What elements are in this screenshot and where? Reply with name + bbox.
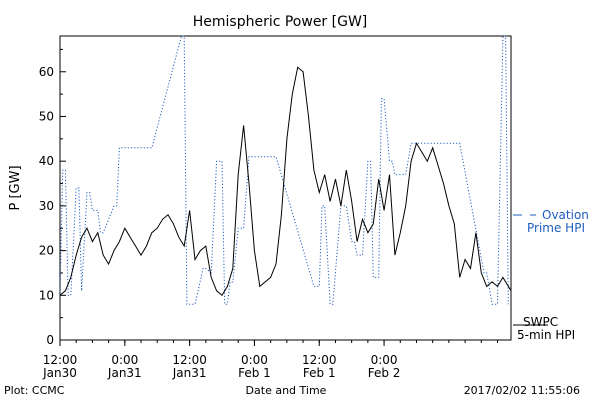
- x-tick-label-time: 12:00: [43, 353, 78, 367]
- legend-ovation-label-line1: Ovation: [542, 208, 589, 222]
- x-tick-label-date: Feb 1: [303, 366, 336, 380]
- x-tick-label-date: Jan31: [172, 366, 207, 380]
- plot-credit: Plot: CCMC: [4, 384, 65, 397]
- x-tick-label-date: Feb 2: [368, 366, 401, 380]
- plot-timestamp: 2017/02/02 11:55:06: [464, 384, 580, 397]
- x-tick-label-time: 0:00: [111, 353, 138, 367]
- x-tick-label-date: Jan30: [42, 366, 77, 380]
- y-tick-label: 0: [46, 333, 54, 347]
- x-tick-label-time: 0:00: [371, 353, 398, 367]
- x-tick-label-date: Feb 1: [238, 366, 271, 380]
- y-axis: 0 10 20 30 40 50 60: [39, 48, 66, 347]
- y-tick-label: 50: [39, 109, 54, 123]
- x-axis-label: Date and Time: [246, 384, 327, 397]
- y-tick-label: 40: [39, 154, 54, 168]
- series-layer: [59, 35, 512, 305]
- y-tick-label: 20: [39, 244, 54, 258]
- legend-swpc-label-line1: SWPC: [523, 315, 558, 329]
- legend-ovation: Ovation Prime HPI: [513, 208, 589, 235]
- plot-area-frame: [59, 35, 512, 341]
- series-line-swpc-5min-hpi: [59, 66, 512, 297]
- y-tick-label: 10: [39, 288, 54, 302]
- x-tick-label-time: 0:00: [241, 353, 268, 367]
- chart-title: Hemispheric Power [GW]: [193, 14, 368, 30]
- y-tick-label: 60: [39, 65, 54, 79]
- x-tick-label-date: Jan31: [107, 366, 142, 380]
- series-line-ovation-prime-hpi: [59, 35, 509, 305]
- x-tick-label-time: 12:00: [302, 353, 337, 367]
- legend-swpc-label-line2: 5-min HPI: [517, 328, 575, 342]
- legend-swpc: SWPC 5-min HPI: [513, 315, 575, 342]
- x-tick-label-time: 12:00: [172, 353, 207, 367]
- legend-ovation-label-line2: Prime HPI: [527, 221, 585, 235]
- y-axis-label: P [GW]: [8, 165, 23, 210]
- y-tick-label: 30: [39, 199, 54, 213]
